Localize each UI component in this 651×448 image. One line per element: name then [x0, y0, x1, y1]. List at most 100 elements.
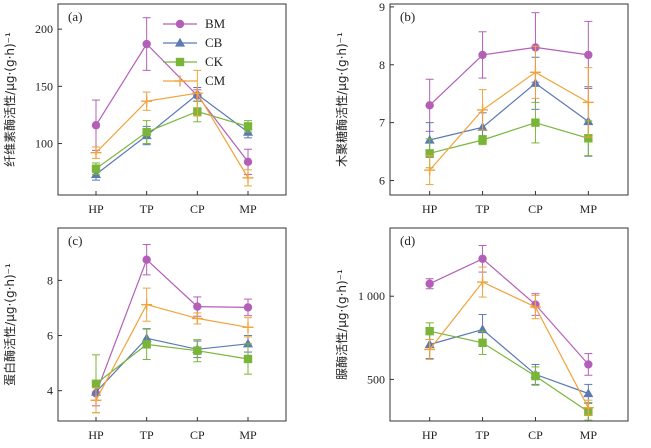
y-tick-label: 500	[367, 372, 385, 386]
series-CK	[425, 322, 593, 421]
x-tick-label: MP	[239, 202, 257, 216]
y-tick-label: 100	[35, 137, 53, 151]
y-tick-label: 200	[35, 22, 53, 36]
chart-panel-b: 6 7 8 9 HP TP CP MP (b) 木聚糖酶活性/μg·(g·h)⁻¹	[334, 0, 629, 216]
chart-panel-a: 100 150 200 HP TP CP MP (a) 纤维素酶活性/μg·(g·h)⁻¹	[2, 3, 287, 216]
y-axis-label: 纤维素酶活性/μg·(g·h)⁻¹	[2, 32, 17, 167]
series-CK	[91, 328, 253, 414]
series-BM	[425, 244, 593, 376]
series-line	[95, 258, 249, 394]
y-tick-label: 150	[35, 79, 53, 93]
data-point	[478, 338, 487, 348]
x-tick-label: CP	[190, 428, 205, 442]
series-line	[429, 122, 589, 154]
y-tick-label: 1 000	[358, 289, 385, 303]
data-point	[142, 39, 151, 49]
data-point	[191, 312, 203, 324]
x-tick-label: HP	[422, 202, 438, 216]
chart-panel-c: 4 6 8 HP TP CP MP (c) 蛋白酶活性/μg·(g·h)⁻¹	[2, 227, 287, 442]
x-tick-label: CP	[528, 202, 543, 216]
legend-item-CB: CB	[163, 35, 223, 50]
series-BM	[91, 244, 253, 407]
panel-label: (d)	[400, 233, 415, 248]
data-point	[91, 121, 101, 130]
data-point	[142, 340, 151, 349]
series-line	[95, 93, 249, 175]
y-axis-label: 木聚糖酶活性/μg·(g·h)⁻¹	[334, 32, 349, 167]
data-point	[243, 354, 253, 364]
data-point	[477, 276, 489, 288]
legend-label: CB	[205, 35, 223, 50]
data-point	[582, 402, 594, 414]
data-point	[584, 134, 593, 143]
data-point	[425, 149, 434, 158]
y-tick-label: 9	[379, 0, 385, 14]
series-line	[429, 330, 589, 413]
legend: BM CB CK CM	[163, 16, 226, 88]
chart-panel-d: 500 1 000 HP TP CP MP (d) 脲酶活性/μg·(g·h)⁻¹	[334, 227, 629, 442]
data-point	[243, 338, 253, 348]
data-point	[141, 95, 153, 107]
data-point	[424, 343, 436, 355]
series-BM	[425, 12, 593, 132]
series-CB	[424, 56, 594, 158]
data-point	[582, 96, 594, 108]
data-point	[425, 279, 434, 288]
x-tick-label: TP	[476, 202, 490, 216]
legend-label: CM	[205, 73, 226, 88]
legend-marker	[175, 57, 185, 67]
series-line	[429, 258, 589, 365]
series-CK	[91, 100, 253, 175]
legend-item-CM: CM	[163, 73, 226, 88]
data-point	[478, 254, 487, 263]
y-axis-label: 脲酶活性/μg·(g·h)⁻¹	[334, 269, 349, 380]
data-point	[242, 321, 254, 333]
data-point	[243, 157, 253, 167]
y-axis-label: 蛋白酶活性/μg·(g·h)⁻¹	[2, 263, 17, 386]
series-line	[429, 71, 589, 171]
data-point	[193, 302, 202, 311]
data-point	[584, 50, 593, 60]
legend-label: CK	[205, 54, 224, 69]
panel-label: (b)	[400, 9, 415, 24]
series-CM	[90, 287, 254, 414]
x-tick-label: CP	[190, 202, 205, 216]
x-tick-label: MP	[580, 202, 598, 216]
legend-label: BM	[205, 16, 226, 31]
x-tick-label: HP	[88, 202, 104, 216]
legend-marker	[175, 37, 185, 47]
x-tick-label: MP	[239, 428, 257, 442]
series-BM	[91, 17, 253, 175]
plot-frame	[57, 227, 287, 422]
data-point	[531, 118, 540, 127]
plot-frame	[389, 227, 629, 422]
series-line	[429, 281, 589, 408]
y-tick-label: 8	[379, 58, 385, 72]
y-tick-label: 8	[47, 273, 53, 287]
x-tick-label: HP	[422, 428, 438, 442]
data-point	[142, 255, 151, 264]
y-tick-label: 6	[47, 329, 53, 343]
series-line	[95, 43, 249, 163]
data-point	[90, 147, 102, 159]
data-point	[141, 299, 153, 311]
data-point	[142, 127, 151, 137]
series-line	[95, 110, 249, 170]
data-point	[531, 371, 540, 381]
x-tick-label: TP	[140, 428, 154, 442]
data-point	[478, 135, 487, 145]
data-point	[529, 301, 541, 313]
legend-item-BM: BM	[163, 16, 226, 31]
series-CM	[424, 266, 594, 416]
data-point	[477, 104, 489, 116]
data-point	[91, 379, 101, 388]
y-tick-label: 6	[379, 174, 385, 188]
data-point	[425, 326, 434, 336]
series-line	[429, 46, 589, 106]
series-CM	[424, 45, 594, 186]
data-point	[529, 66, 541, 78]
y-tick-label: 7	[379, 116, 385, 130]
panel-label: (a)	[68, 9, 82, 24]
data-point	[424, 164, 436, 176]
series-line	[95, 343, 249, 385]
